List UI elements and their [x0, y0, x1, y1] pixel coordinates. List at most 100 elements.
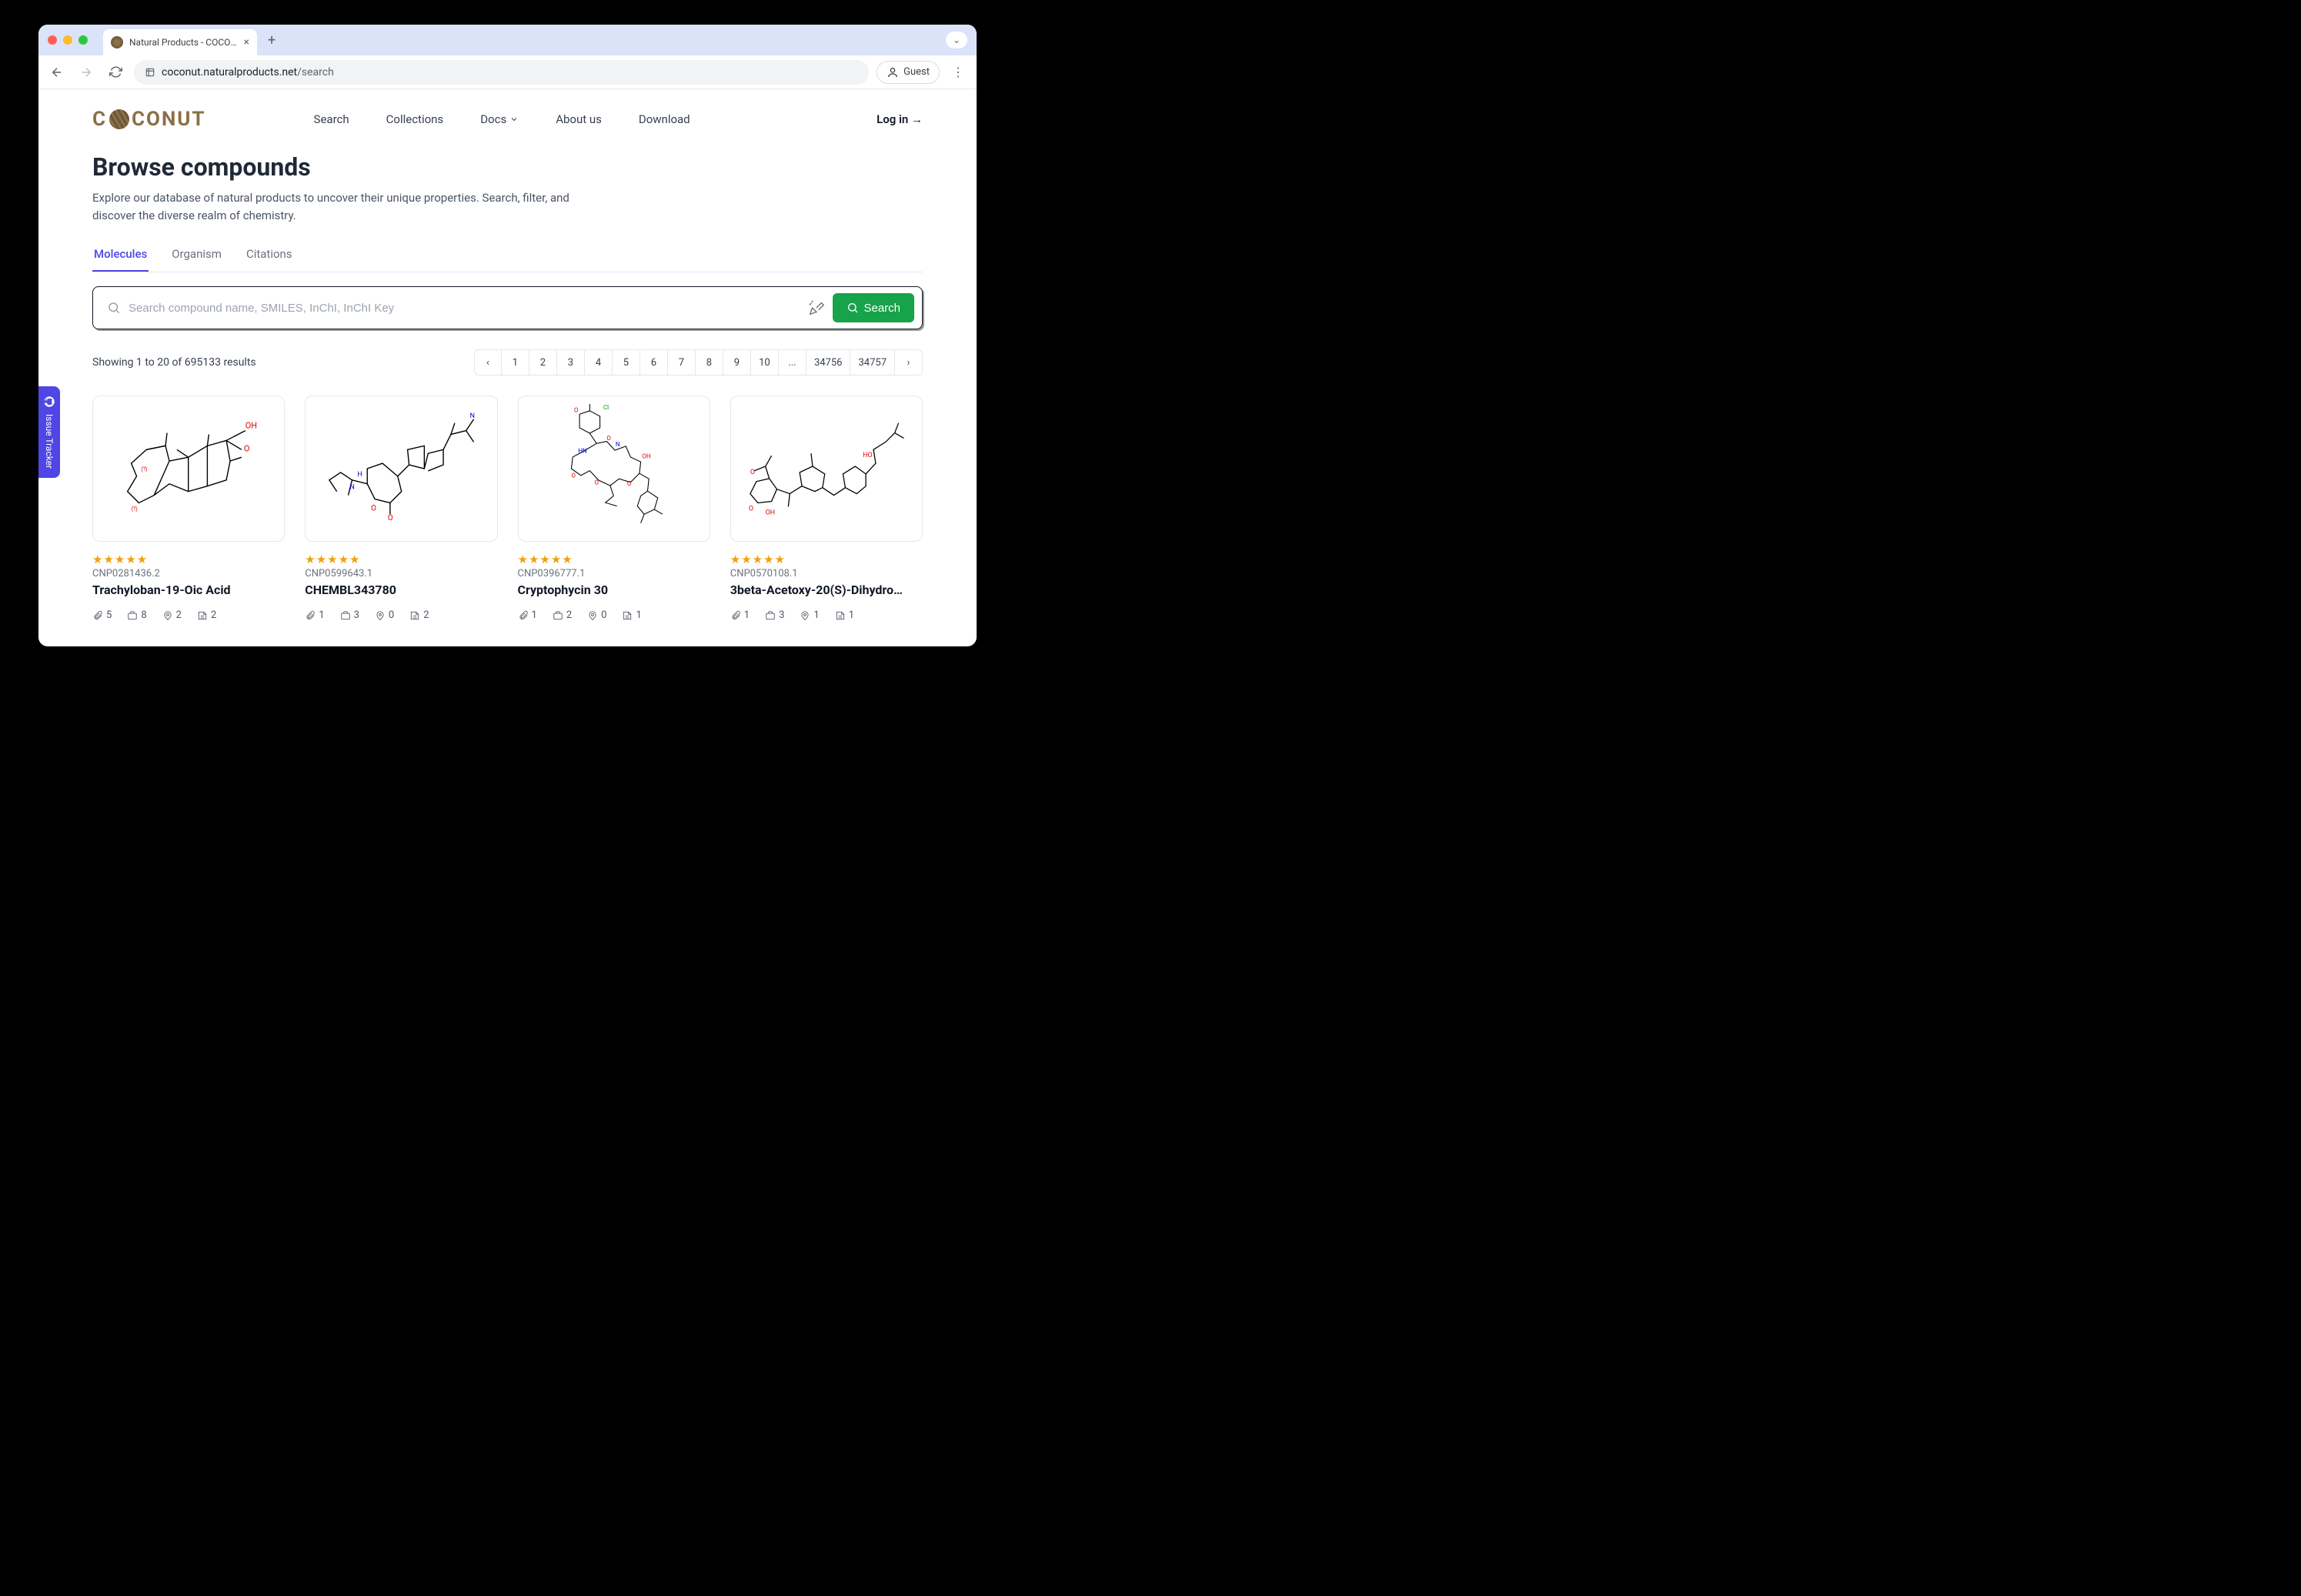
- browser-tab[interactable]: Natural Products - COCONUT ×: [103, 29, 257, 55]
- metric-attachments: 1: [518, 609, 537, 621]
- pager-page[interactable]: 34756: [807, 349, 851, 376]
- pager-page[interactable]: 2: [529, 349, 557, 376]
- metric-references: 1: [622, 609, 641, 621]
- svg-text:O: O: [595, 479, 599, 486]
- svg-text:(?): (?): [132, 506, 138, 512]
- search-input[interactable]: [129, 302, 800, 315]
- compound-card[interactable]: O O N N H ★★★★★ CNP0599643.1 CHEMBL34378…: [305, 396, 497, 621]
- page-viewport[interactable]: CCONUT Search Collections Docs About us …: [38, 89, 977, 646]
- nav-search[interactable]: Search: [314, 112, 349, 126]
- nav-download[interactable]: Download: [639, 112, 690, 126]
- pager-page[interactable]: 10: [751, 349, 779, 376]
- compound-card[interactable]: O OH HO O ★★★★★ CNP0570108.1 3beta-Aceto…: [730, 396, 923, 621]
- site-logo[interactable]: CCONUT: [92, 108, 206, 131]
- rating-stars: ★★★★★: [730, 553, 923, 566]
- close-tab-icon[interactable]: ×: [244, 36, 249, 48]
- nav-collections[interactable]: Collections: [386, 112, 444, 126]
- issue-tracker-label: Issue Tracker: [44, 414, 55, 469]
- svg-text:N: N: [616, 441, 620, 448]
- metric-attachments: 5: [92, 609, 112, 621]
- logo-icon: [109, 109, 129, 129]
- svg-text:OH: OH: [245, 421, 257, 431]
- compound-metrics: 1 3 0 2: [305, 609, 497, 621]
- svg-text:O: O: [749, 505, 753, 513]
- login-link[interactable]: Log in →: [877, 112, 923, 126]
- pagination: ‹12345678910...3475634757›: [474, 349, 923, 376]
- compound-id: CNP0570108.1: [730, 568, 923, 579]
- svg-text:O: O: [388, 514, 393, 523]
- minimize-window-button[interactable]: [63, 35, 72, 45]
- search-button[interactable]: Search: [833, 293, 914, 322]
- site-info-icon: [145, 67, 155, 78]
- forward-button[interactable]: [75, 62, 97, 83]
- compound-id: CNP0281436.2: [92, 568, 285, 579]
- back-button[interactable]: [46, 62, 68, 83]
- pager-page[interactable]: 6: [640, 349, 668, 376]
- issue-tracker-button[interactable]: Issue Tracker: [38, 386, 60, 478]
- tabs-dropdown-button[interactable]: ⌄: [946, 32, 967, 48]
- svg-text:N: N: [469, 412, 474, 420]
- tab-molecules[interactable]: Molecules: [92, 241, 149, 272]
- browser-toolbar: coconut.naturalproducts.net/search Guest…: [38, 55, 977, 89]
- search-icon: [107, 301, 121, 315]
- close-window-button[interactable]: [48, 35, 57, 45]
- compound-id: CNP0396777.1: [518, 568, 710, 579]
- new-tab-button[interactable]: +: [263, 32, 280, 48]
- pager-page[interactable]: 1: [502, 349, 529, 376]
- search-icon: [847, 302, 859, 314]
- rating-stars: ★★★★★: [92, 553, 285, 566]
- metric-locations: 0: [587, 609, 606, 621]
- pager-page[interactable]: 5: [613, 349, 640, 376]
- filter-tabs: Molecules Organism Citations: [92, 241, 923, 272]
- browser-window: Natural Products - COCONUT × + ⌄ coconut…: [38, 25, 977, 646]
- nav-docs[interactable]: Docs: [480, 112, 519, 126]
- profile-button[interactable]: Guest: [877, 61, 940, 84]
- svg-text:O: O: [371, 504, 376, 513]
- pager-page: ...: [779, 349, 807, 376]
- pager-page[interactable]: 7: [668, 349, 696, 376]
- profile-label: Guest: [903, 66, 930, 78]
- tab-citations[interactable]: Citations: [245, 241, 294, 272]
- svg-text:O: O: [244, 443, 249, 453]
- chevron-down-icon: [509, 115, 519, 124]
- pager-page[interactable]: 34757: [850, 349, 895, 376]
- nav-about[interactable]: About us: [556, 112, 602, 126]
- compound-metrics: 1 3 1 1: [730, 609, 923, 621]
- svg-text:(?): (?): [142, 466, 148, 472]
- favicon: [111, 36, 123, 48]
- svg-text:N: N: [349, 484, 354, 492]
- browser-menu-button[interactable]: ⋮: [947, 65, 969, 79]
- pager-next[interactable]: ›: [895, 349, 923, 376]
- metric-references: 2: [197, 609, 216, 621]
- results-count: Showing 1 to 20 of 695133 results: [92, 356, 256, 369]
- compound-name: Cryptophycin 30: [518, 583, 710, 597]
- structure-editor-icon[interactable]: [808, 299, 825, 316]
- github-icon: [43, 396, 55, 408]
- pager-page[interactable]: 4: [585, 349, 613, 376]
- window-controls: [48, 35, 88, 45]
- compound-card[interactable]: OH O (?) (?) ★★★★★ CNP0281436.2 Trachylo…: [92, 396, 285, 621]
- pager-page[interactable]: 3: [557, 349, 585, 376]
- compound-card[interactable]: O Cl O N OH HN O O O ★★★★★ CNP0396777.1 …: [518, 396, 710, 621]
- pager-page[interactable]: 8: [696, 349, 723, 376]
- tab-strip: Natural Products - COCONUT × + ⌄: [38, 25, 977, 55]
- svg-text:O: O: [607, 435, 611, 442]
- url-text: coconut.naturalproducts.net/search: [162, 66, 334, 78]
- metric-collections: 8: [127, 609, 146, 621]
- compound-id: CNP0599643.1: [305, 568, 497, 579]
- metric-attachments: 1: [730, 609, 750, 621]
- metric-locations: 2: [162, 609, 182, 621]
- tab-organism[interactable]: Organism: [170, 241, 223, 272]
- page-subtitle: Explore our database of natural products…: [92, 189, 569, 224]
- compound-metrics: 5 8 2 2: [92, 609, 285, 621]
- reload-button[interactable]: [105, 62, 126, 83]
- page-title: Browse compounds: [92, 152, 923, 182]
- pager-prev[interactable]: ‹: [474, 349, 502, 376]
- address-bar[interactable]: coconut.naturalproducts.net/search: [134, 60, 869, 85]
- metric-locations: 0: [375, 609, 394, 621]
- svg-text:O: O: [750, 469, 755, 476]
- pager-page[interactable]: 9: [723, 349, 751, 376]
- svg-text:OH: OH: [766, 509, 775, 516]
- maximize-window-button[interactable]: [78, 35, 88, 45]
- search-container: Search: [92, 286, 923, 329]
